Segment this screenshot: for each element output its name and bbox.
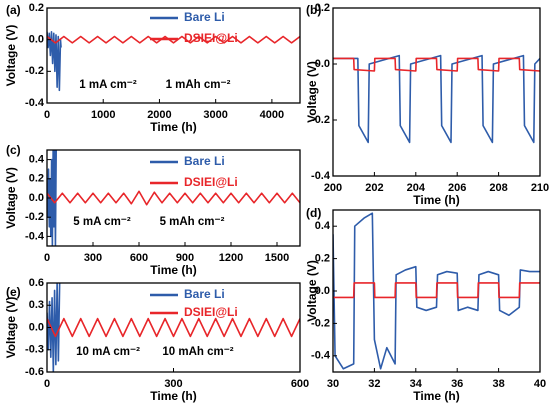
- y-axis-label: Voltage (V): [305, 260, 319, 322]
- plot-area: [333, 212, 540, 370]
- x-tick-label: 4000: [260, 109, 284, 121]
- legend-label: DSIEI@Li: [184, 31, 238, 45]
- plot-area: [47, 283, 300, 372]
- series-line: [333, 54, 540, 144]
- x-tick-label: 3000: [203, 109, 227, 121]
- y-tick-label: 0.2: [29, 173, 44, 185]
- x-tick-label: 40: [534, 378, 546, 390]
- annotation: 1 mA cm⁻²: [79, 79, 137, 91]
- x-tick-label: 30: [327, 378, 339, 390]
- y-tick-label: -0.6: [25, 366, 44, 378]
- y-tick-label: 0.4: [29, 154, 45, 166]
- x-tick-label: 204: [407, 182, 426, 194]
- y-tick-label: 0.2: [29, 2, 44, 14]
- x-tick-label: 600: [130, 252, 148, 264]
- x-tick-label: 300: [164, 378, 182, 390]
- series-line: [333, 212, 540, 370]
- y-tick-label: 0.0: [29, 34, 44, 46]
- y-tick-label: 0.2: [315, 253, 330, 265]
- annotation: 1 mAh cm⁻²: [166, 79, 231, 91]
- y-axis-label: Voltage (V): [4, 297, 18, 359]
- annotation: 10 mA cm⁻²: [76, 346, 140, 358]
- y-tick-label: 0.0: [315, 58, 330, 70]
- series-line: [47, 35, 300, 44]
- series-line: [47, 283, 61, 372]
- y-tick-label: -0.2: [25, 65, 44, 77]
- y-axis-label: Voltage (V): [305, 61, 319, 123]
- panel-label: (b): [306, 3, 321, 17]
- y-tick-label: 0.6: [29, 277, 44, 289]
- panel-label: (a): [6, 3, 21, 17]
- x-tick-label: 210: [531, 182, 549, 194]
- y-tick-label: -0.2: [311, 114, 330, 126]
- legend-label: Bare Li: [184, 10, 225, 24]
- series-line: [47, 30, 62, 92]
- x-tick-label: 38: [492, 378, 504, 390]
- plot-area: [47, 30, 300, 92]
- x-tick-label: 2000: [147, 109, 171, 121]
- panel-label: (e): [6, 285, 21, 299]
- panel-label: (c): [6, 143, 21, 157]
- y-tick-label: -0.4: [311, 170, 331, 182]
- series-line: [47, 190, 300, 206]
- legend-label: DSIEI@Li: [184, 175, 238, 189]
- plot-frame: [332, 7, 541, 177]
- y-tick-label: -0.3: [25, 344, 44, 356]
- y-tick-label: 0.4: [315, 220, 331, 232]
- plot-area: [47, 150, 300, 246]
- y-axis-label: Voltage (V): [4, 167, 18, 229]
- x-tick-label: 600: [291, 378, 309, 390]
- series-line: [333, 57, 540, 72]
- y-tick-label: 0.0: [29, 192, 44, 204]
- y-tick-label: -0.2: [311, 317, 330, 329]
- x-tick-label: 34: [410, 378, 423, 390]
- annotation: 10 mAh cm⁻²: [162, 346, 233, 358]
- x-tick-label: 200: [324, 182, 342, 194]
- x-tick-label: 0: [44, 378, 50, 390]
- x-axis-label: Time (h): [413, 193, 459, 207]
- x-axis-label: Time (h): [413, 389, 459, 403]
- annotation: 5 mA cm⁻²: [73, 216, 131, 228]
- y-tick-label: -0.4: [25, 230, 45, 242]
- x-tick-label: 202: [365, 182, 383, 194]
- y-axis-label: Voltage (V): [4, 25, 18, 87]
- plot-area: [333, 54, 540, 144]
- x-tick-label: 36: [451, 378, 463, 390]
- annotation: 5 mAh cm⁻²: [160, 216, 225, 228]
- x-tick-label: 1200: [219, 252, 243, 264]
- x-tick-label: 900: [176, 252, 194, 264]
- x-tick-label: 300: [84, 252, 102, 264]
- x-tick-label: 1500: [265, 252, 289, 264]
- series-line: [333, 282, 540, 299]
- x-axis-label: Time (h): [150, 120, 196, 134]
- y-tick-label: -0.2: [25, 211, 44, 223]
- panel-label: (d): [306, 206, 321, 220]
- y-tick-label: -0.4: [311, 350, 331, 362]
- x-tick-label: 0: [44, 252, 50, 264]
- legend-label: DSIEI@Li: [184, 305, 238, 319]
- y-tick-label: 0.0: [315, 285, 330, 297]
- x-axis-label: Time (h): [150, 263, 196, 277]
- series-line: [47, 317, 300, 338]
- y-tick-label: 0.2: [315, 2, 330, 14]
- y-tick-label: -0.4: [25, 97, 45, 109]
- series-line: [47, 150, 57, 246]
- x-tick-label: 206: [448, 182, 466, 194]
- y-tick-label: 0.3: [29, 299, 44, 311]
- x-tick-label: 208: [489, 182, 507, 194]
- x-axis-label: Time (h): [150, 389, 196, 403]
- x-tick-label: 1000: [91, 109, 115, 121]
- x-tick-label: 32: [368, 378, 380, 390]
- legend-label: Bare Li: [184, 287, 225, 301]
- x-tick-label: 0: [44, 109, 50, 121]
- plot-frame: [46, 7, 301, 104]
- y-tick-label: 0.0: [29, 321, 44, 333]
- legend-label: Bare Li: [184, 154, 225, 168]
